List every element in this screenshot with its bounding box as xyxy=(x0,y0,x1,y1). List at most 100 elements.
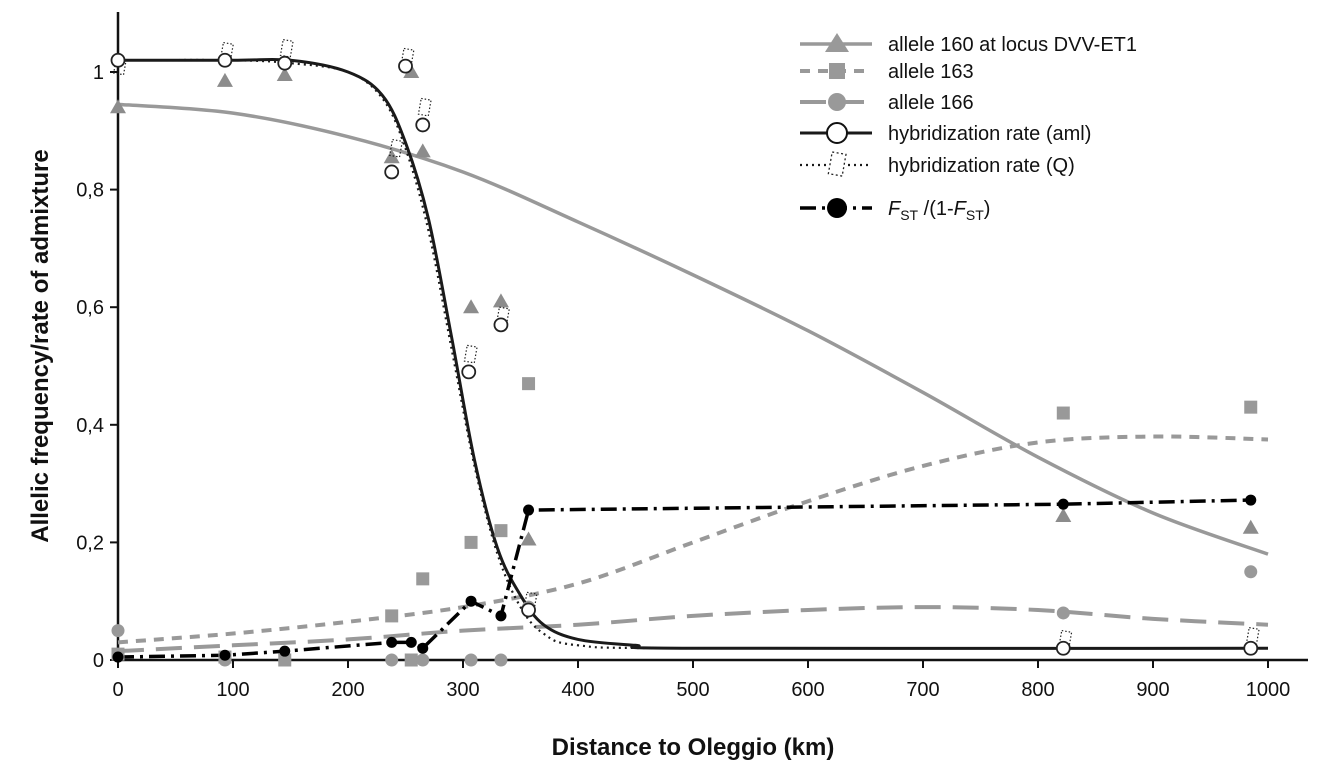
legend-square-marker xyxy=(829,63,845,79)
series-1-point xyxy=(276,66,293,81)
x-tick-label: 900 xyxy=(1136,679,1169,701)
series-1-point xyxy=(492,293,509,308)
y-axis-title: Allelic frequency/rate of admixture xyxy=(27,149,54,542)
legend-label-4: hybridization rate (aml) xyxy=(888,123,1091,145)
x-tick-label: 0 xyxy=(112,679,123,701)
legend-label-6: FST /(1-FST) xyxy=(888,198,990,223)
legend-open-circle-marker xyxy=(826,122,848,144)
legend-label-6-part: /(1- xyxy=(918,198,954,220)
series-5-point xyxy=(388,138,404,158)
series-6-point xyxy=(465,595,477,607)
legend-triangle-marker xyxy=(825,33,849,52)
legend-label-6-part: ST xyxy=(966,207,984,223)
series-3-point xyxy=(1056,606,1070,620)
x-tick-label: 300 xyxy=(446,679,479,701)
legend-filled-circle-marker xyxy=(827,198,847,218)
x-tick-label: 400 xyxy=(561,679,594,701)
y-tick-label: 0,8 xyxy=(76,180,104,202)
data-points xyxy=(110,38,1260,667)
legend-label-2: allele 163 xyxy=(888,61,974,83)
series-6-point xyxy=(495,610,507,622)
series-3-point xyxy=(278,653,292,667)
x-tick-label: 100 xyxy=(216,679,249,701)
series-curve-4 xyxy=(118,57,1269,650)
series-5-point xyxy=(495,306,510,326)
series-3-point xyxy=(111,624,125,638)
x-tick-label: 200 xyxy=(331,679,364,701)
x-tick-label: 500 xyxy=(676,679,709,701)
legend-label-6-part: F xyxy=(954,198,968,220)
series-6-point xyxy=(1245,494,1257,506)
series-6-point xyxy=(523,504,535,516)
legend-label-6-part: ST xyxy=(900,207,918,223)
series-6-point xyxy=(386,636,398,648)
legend-circle-marker xyxy=(828,93,846,111)
series-4-point xyxy=(415,117,431,133)
series-5-point xyxy=(463,344,478,364)
series-5-point xyxy=(279,38,294,58)
series-3-point xyxy=(1244,565,1258,579)
series-4-point xyxy=(493,317,509,333)
legend-label-6-part: F xyxy=(888,198,902,220)
series-curve-2 xyxy=(117,434,1269,645)
series-1-point xyxy=(520,531,537,546)
series-5-point xyxy=(523,591,538,611)
series-6-point xyxy=(1057,498,1069,510)
series-4-point xyxy=(398,58,413,74)
series-1-point xyxy=(1055,507,1072,522)
legend-label-3: allele 166 xyxy=(888,92,974,114)
series-1-point xyxy=(110,99,126,114)
series-2-point xyxy=(494,524,508,538)
legend-label-5: hybridization rate (Q) xyxy=(888,155,1075,177)
series-4-point xyxy=(110,52,126,68)
legend-label-1: allele 160 at locus DVV-ET1 xyxy=(888,34,1137,56)
series-2-point xyxy=(416,572,430,586)
series-4-point xyxy=(384,164,400,180)
legend: allele 160 at locus DVV-ET1 allele 163 all… xyxy=(800,33,1137,223)
series-2-point xyxy=(1056,406,1070,420)
axes: 0 100 200 300 400 500 600 700 800 900 1000 0 0,2 0,4 0… xyxy=(76,12,1308,701)
series-2-point xyxy=(522,377,536,391)
series-4-point xyxy=(1243,640,1259,656)
series-5-point xyxy=(400,47,415,67)
trend-curves xyxy=(117,57,1269,659)
series-3-point xyxy=(416,653,430,667)
series-4-point xyxy=(1055,640,1071,656)
series-4-point xyxy=(277,55,293,71)
series-6-point xyxy=(405,636,417,648)
series-5-point xyxy=(1245,626,1260,646)
series-1-point xyxy=(414,143,431,158)
series-1-point xyxy=(403,64,420,78)
series-2-point xyxy=(464,535,478,549)
x-tick-label: 700 xyxy=(906,679,939,701)
series-2-point xyxy=(385,609,399,623)
y-tick-label: 1 xyxy=(93,62,104,84)
x-axis-title: Distance to Oleggio (km) xyxy=(552,734,835,761)
series-6-point xyxy=(417,642,429,654)
series-4-point xyxy=(521,602,536,618)
y-tick-label: 0 xyxy=(93,650,104,672)
y-tick-label: 0,2 xyxy=(76,532,104,554)
series-line-6 xyxy=(117,498,1251,659)
series-4-point xyxy=(217,52,233,68)
series-6-point xyxy=(112,651,124,663)
series-curve-3 xyxy=(117,605,1269,654)
series-5-point xyxy=(219,41,234,61)
y-tick-label: 0,6 xyxy=(76,297,104,319)
series-2-point xyxy=(1244,400,1258,414)
series-1-point xyxy=(1242,519,1259,534)
series-1-point xyxy=(216,72,233,87)
series-1-point xyxy=(463,299,480,314)
series-5-point xyxy=(417,97,432,117)
series-5-point xyxy=(1058,629,1073,649)
x-tick-label: 600 xyxy=(791,679,824,701)
series-3-point xyxy=(385,653,399,667)
y-tick-label: 0,4 xyxy=(76,415,104,437)
series-3-point xyxy=(404,653,418,667)
legend-dotted-rect-marker xyxy=(827,151,847,177)
x-tick-label: 800 xyxy=(1021,679,1054,701)
series-6-point xyxy=(219,649,231,661)
series-4-point xyxy=(461,364,477,380)
legend-label-6-part: ) xyxy=(984,198,991,220)
